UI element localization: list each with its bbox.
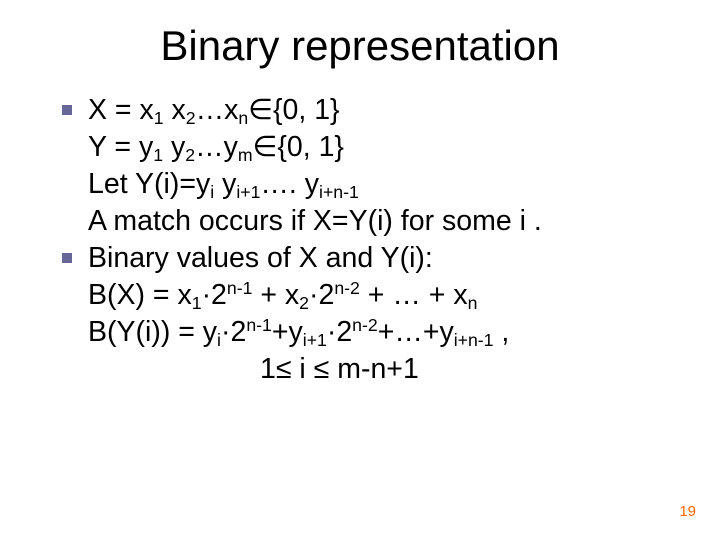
slide-body: X = x1 x2…xn∈{0, 1} Y = y1 y2…ym∈{0, 1} … bbox=[62, 92, 542, 388]
line-8: 1≤ i ≤ m-n+1 bbox=[88, 351, 509, 388]
line-2: Y = y1 y2…ym∈{0, 1} bbox=[88, 129, 542, 166]
square-bullet-icon bbox=[62, 105, 72, 115]
bullet-item-2: Binary values of X and Y(i): B(X) = x1·2… bbox=[62, 240, 542, 388]
line-4: A match occurs if X=Y(i) for some i . bbox=[88, 203, 542, 240]
line-1: X = x1 x2…xn∈{0, 1} bbox=[88, 92, 542, 129]
line-7: B(Y(i)) = yi·2n-1+yi+1·2n-2+…+yi+n-1 , bbox=[88, 314, 509, 351]
bullet-item-1: X = x1 x2…xn∈{0, 1} Y = y1 y2…ym∈{0, 1} … bbox=[62, 92, 542, 240]
line-5: Binary values of X and Y(i): bbox=[88, 240, 509, 277]
page-number: 19 bbox=[679, 503, 696, 520]
slide-title: Binary representation bbox=[0, 0, 720, 70]
square-bullet-icon bbox=[62, 253, 72, 263]
bullet-1-text: X = x1 x2…xn∈{0, 1} Y = y1 y2…ym∈{0, 1} … bbox=[88, 92, 542, 240]
bullet-2-text: Binary values of X and Y(i): B(X) = x1·2… bbox=[88, 240, 509, 388]
line-3: Let Y(i)=yi yi+1…. yi+n-1 bbox=[88, 166, 542, 203]
line-6: B(X) = x1·2n-1 + x2·2n-2 + … + xn bbox=[88, 277, 509, 314]
slide: Binary representation X = x1 x2…xn∈{0, 1… bbox=[0, 0, 720, 540]
